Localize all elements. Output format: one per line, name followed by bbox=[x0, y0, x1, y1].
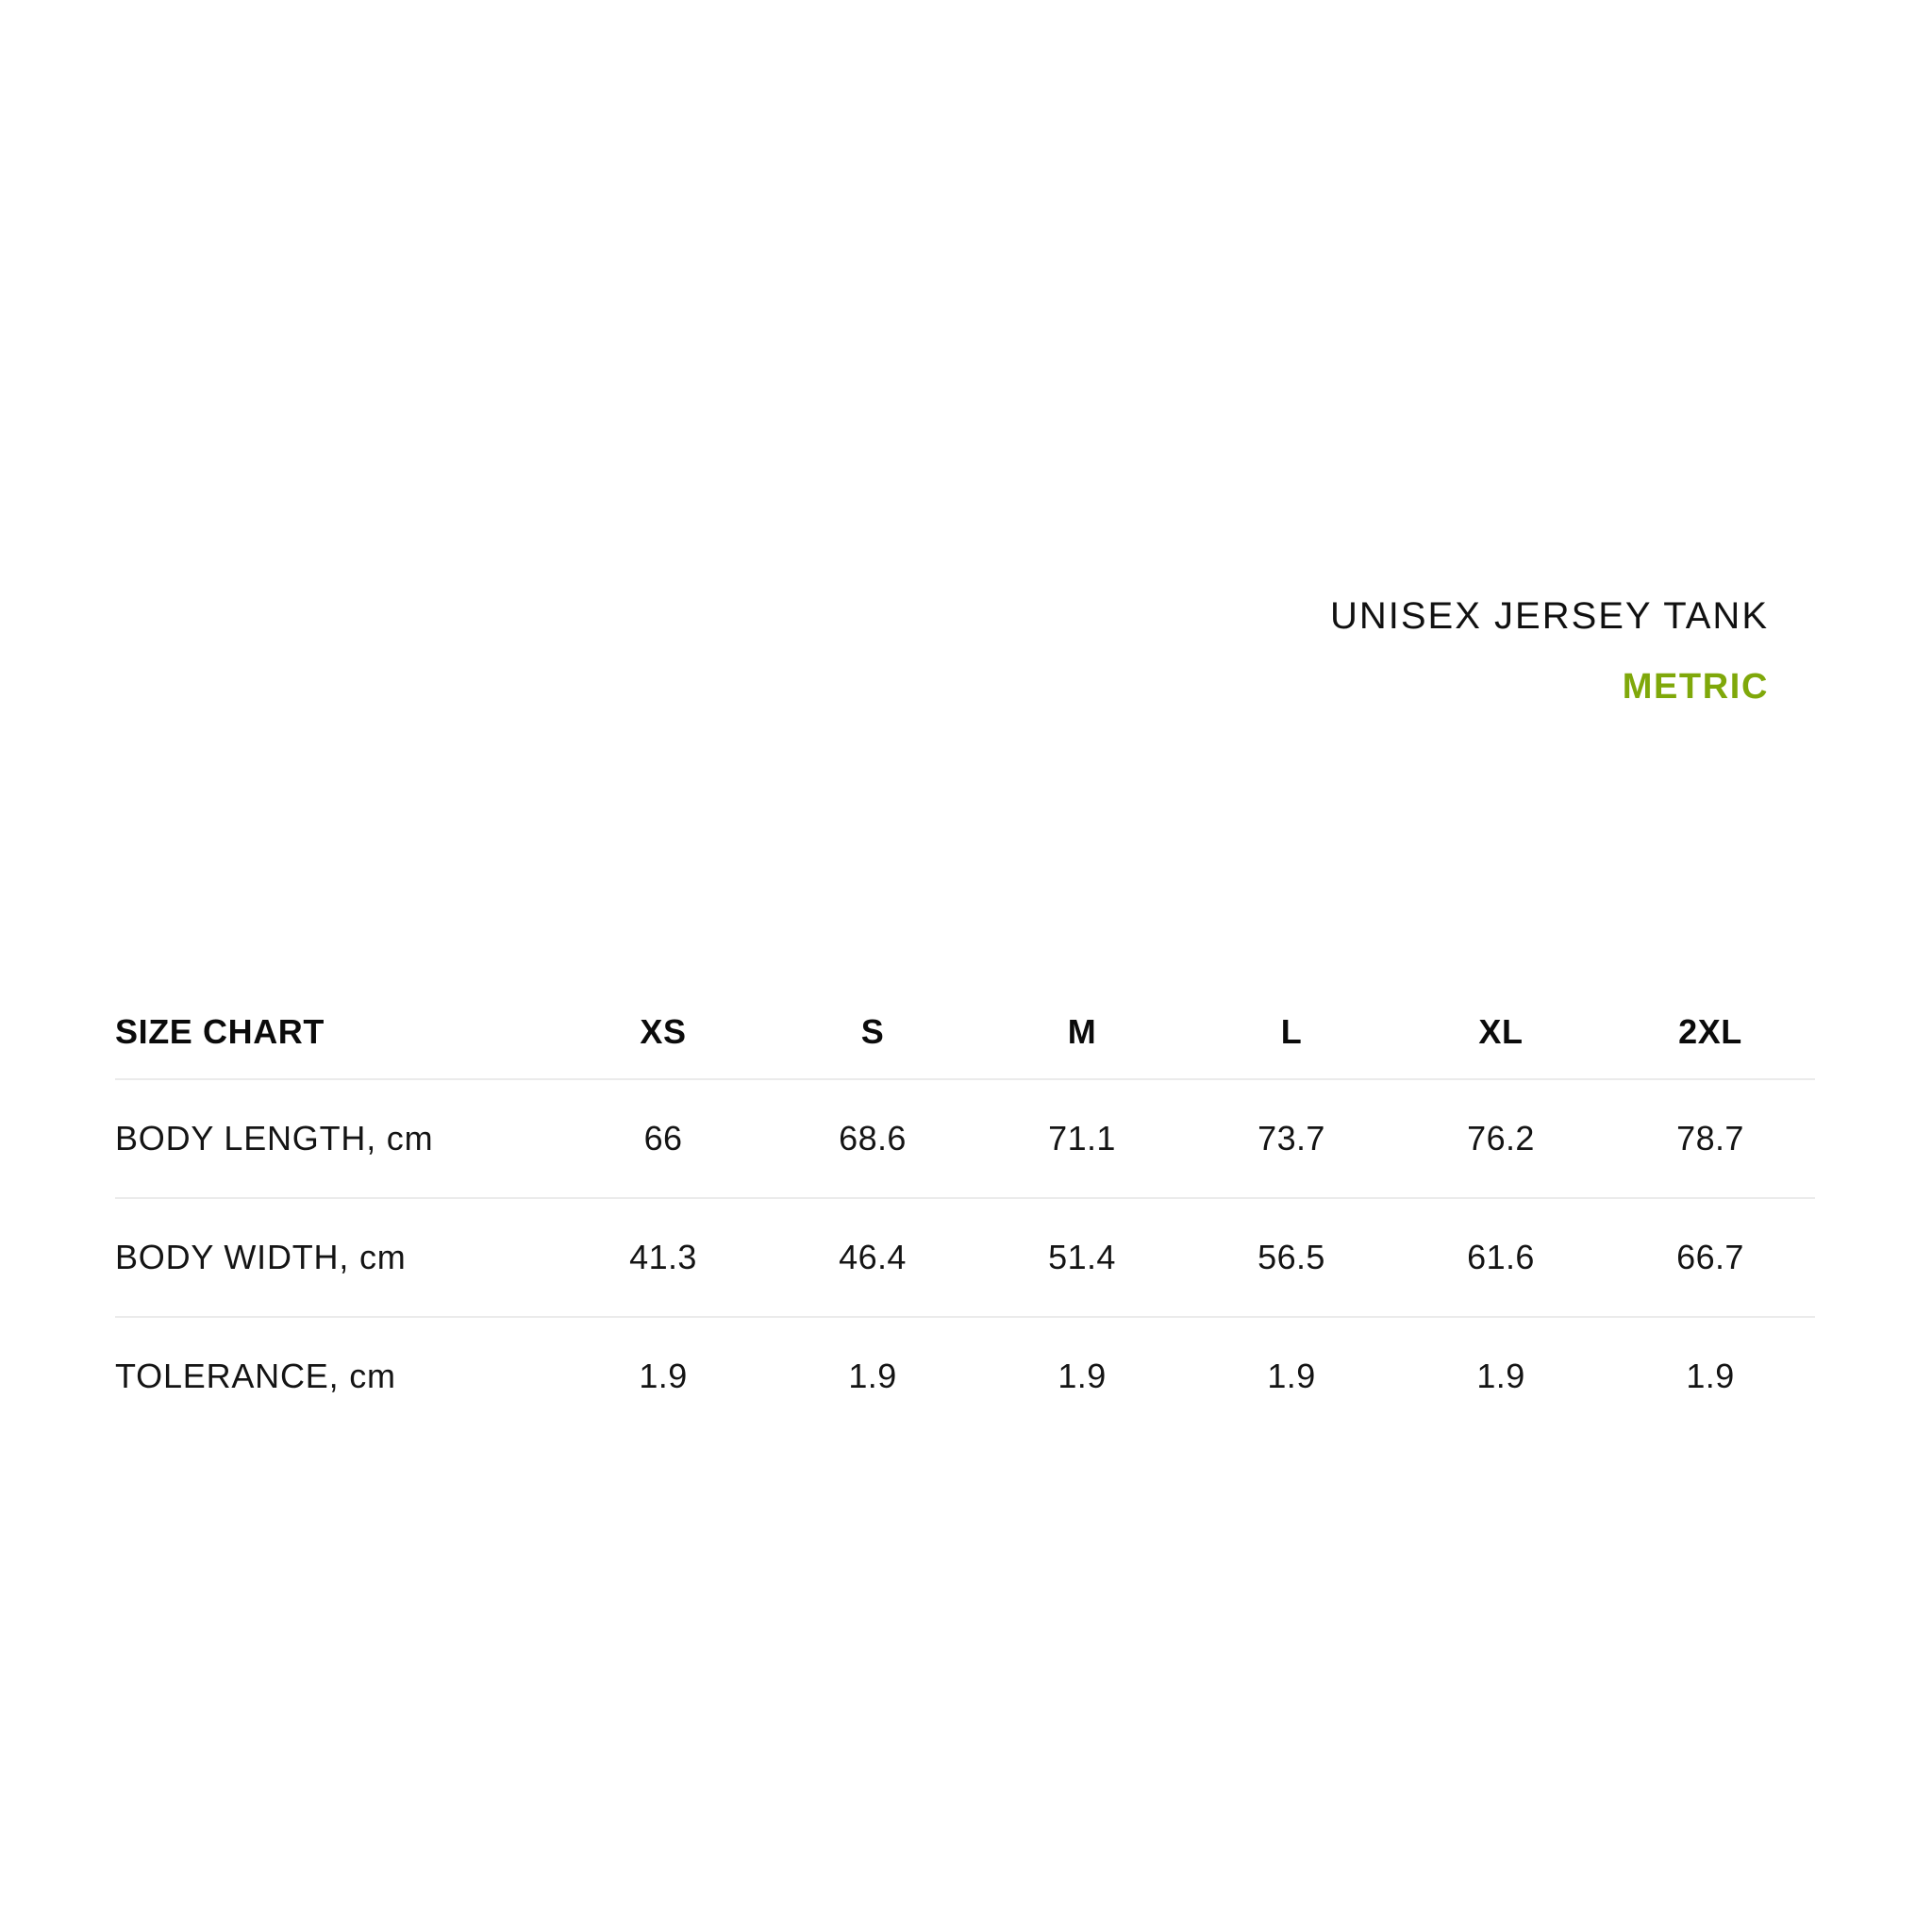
cell-body-length-xs: 66 bbox=[558, 1079, 768, 1199]
page-title: UNISEX JERSEY TANK bbox=[1329, 595, 1769, 637]
cell-body-width-l: 56.5 bbox=[1187, 1198, 1396, 1318]
table-row: TOLERANCE, cm 1.9 1.9 1.9 1.9 1.9 1.9 bbox=[115, 1317, 1815, 1435]
cell-body-length-xl: 76.2 bbox=[1396, 1079, 1606, 1199]
column-header-l: L bbox=[1187, 986, 1396, 1080]
size-chart-table: SIZE CHART XS S M L XL 2XL BODY LENGTH, … bbox=[115, 986, 1815, 1435]
cell-tolerance-xs: 1.9 bbox=[639, 1357, 688, 1395]
unit-system-label: METRIC bbox=[1622, 667, 1769, 707]
cell-body-length-2xl: 78.7 bbox=[1606, 1079, 1815, 1199]
cell-body-width-s: 46.4 bbox=[768, 1198, 977, 1318]
table-header-row: SIZE CHART XS S M L XL 2XL bbox=[115, 986, 1815, 1080]
cell-body-width-xs: 41.3 bbox=[558, 1198, 768, 1318]
column-header-xl: XL bbox=[1396, 986, 1606, 1080]
cell-body-width-xl: 61.6 bbox=[1396, 1198, 1606, 1318]
cell-body-length-s: 68.6 bbox=[768, 1079, 977, 1199]
cell-tolerance-xl: 1.9 bbox=[1476, 1357, 1525, 1395]
table-row: BODY LENGTH, cm 66 68.6 71.1 73.7 76.2 7… bbox=[115, 1079, 1815, 1199]
cell-tolerance-s: 1.9 bbox=[848, 1357, 897, 1395]
cell-tolerance-l: 1.9 bbox=[1267, 1357, 1316, 1395]
column-header-2xl: 2XL bbox=[1606, 986, 1815, 1080]
cell-body-length-l: 73.7 bbox=[1187, 1079, 1396, 1199]
cell-tolerance-m: 1.9 bbox=[1058, 1357, 1107, 1395]
table-row: BODY WIDTH, cm 41.3 46.4 51.4 56.5 61.6 … bbox=[115, 1198, 1815, 1318]
cell-body-width-2xl: 66.7 bbox=[1606, 1198, 1815, 1318]
header-block: UNISEX JERSEY TANK METRIC bbox=[115, 594, 1769, 708]
row-label-body-length: BODY LENGTH, cm bbox=[115, 1079, 558, 1199]
cell-body-width-m: 51.4 bbox=[977, 1198, 1187, 1318]
column-header-xs: XS bbox=[558, 986, 768, 1080]
row-label-body-width: BODY WIDTH, cm bbox=[115, 1198, 558, 1318]
column-header-s: S bbox=[768, 986, 977, 1080]
cell-tolerance-2xl: 1.9 bbox=[1686, 1357, 1735, 1395]
column-header-m: M bbox=[977, 986, 1187, 1080]
row-label-tolerance: TOLERANCE, cm bbox=[115, 1357, 396, 1395]
cell-body-length-m: 71.1 bbox=[977, 1079, 1187, 1199]
table-title-cell: SIZE CHART bbox=[115, 986, 558, 1080]
size-chart-container: SIZE CHART XS S M L XL 2XL BODY LENGTH, … bbox=[115, 986, 1815, 1435]
